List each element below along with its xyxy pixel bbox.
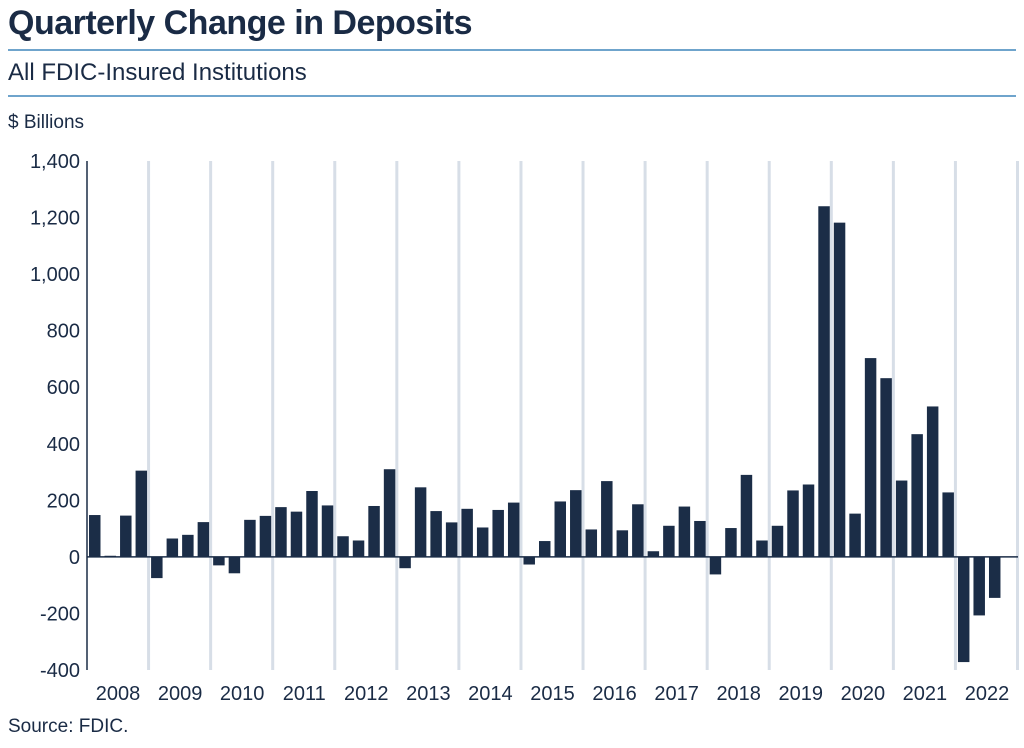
x-tick-label: 2011 <box>283 683 326 705</box>
y-axis-unit-label: $ Billions <box>8 112 85 133</box>
bar-2010Q4 <box>259 515 272 557</box>
bar-2012Q3 <box>368 505 380 557</box>
x-tick-label: 2012 <box>344 683 389 705</box>
bar-2010Q1 <box>213 556 225 566</box>
bar-2011Q4 <box>321 505 334 557</box>
bar-2015Q2 <box>539 541 551 557</box>
y-tick-labels: -400 -200 0 200 400 600 800 1,000 1,200 1,400 <box>30 151 80 682</box>
bar-2016Q3 <box>616 530 629 557</box>
bar-2017Q3 <box>678 506 691 557</box>
x-tick-label: 2022 <box>965 683 1010 705</box>
bar-2019Q4 <box>818 206 830 557</box>
year-gridlines <box>147 161 1019 670</box>
bar-2017Q2 <box>663 525 675 557</box>
bar-2020Q2 <box>849 513 861 557</box>
bar-2009Q3 <box>182 534 194 557</box>
bar-series <box>89 206 1001 663</box>
y-tick-label: -400 <box>40 660 80 682</box>
bar-2022Q1 <box>957 556 970 663</box>
y-tick-label: 200 <box>47 490 80 512</box>
bar-2011Q1 <box>275 507 287 557</box>
bar-2012Q1 <box>337 536 349 557</box>
bar-2018Q4 <box>756 540 768 557</box>
bar-2015Q1 <box>523 556 535 565</box>
bar-2008Q1 <box>89 515 101 557</box>
bar-2009Q1 <box>151 556 163 579</box>
x-tick-label: 2015 <box>530 683 575 705</box>
bar-2010Q3 <box>244 519 256 557</box>
y-tick-label: 1,400 <box>30 151 80 173</box>
bar-2011Q3 <box>306 491 318 557</box>
bar-2015Q3 <box>554 501 566 557</box>
bar-2020Q3 <box>864 358 877 557</box>
x-tick-label: 2017 <box>654 683 699 705</box>
x-tick-labels: 2008 2009 2010 2011 2012 2013 2014 2015 2016 2017… <box>96 683 1009 705</box>
x-tick-label: 2018 <box>716 683 761 705</box>
bar-2009Q2 <box>166 538 179 557</box>
bar-2021Q2 <box>911 434 923 557</box>
y-tick-label: 1,200 <box>30 208 80 230</box>
x-tick-label: 2009 <box>158 683 203 705</box>
bar-2018Q2 <box>725 528 737 557</box>
y-tick-label: 600 <box>47 377 80 399</box>
y-tick-label: 400 <box>47 434 80 456</box>
bar-2018Q3 <box>740 474 753 557</box>
y-tick-label: 0 <box>69 547 80 569</box>
bar-2013Q4 <box>445 522 458 557</box>
subtitle-rule <box>8 95 1016 97</box>
bar-2012Q4 <box>383 469 396 557</box>
bar-2011Q2 <box>290 511 303 557</box>
bar-2022Q3 <box>988 556 1001 598</box>
bar-2016Q1 <box>585 529 598 557</box>
bar-2013Q2 <box>414 487 427 557</box>
bar-2017Q4 <box>694 520 706 557</box>
x-tick-label: 2010 <box>220 683 265 705</box>
bar-2010Q2 <box>228 556 241 574</box>
bar-2014Q2 <box>476 527 489 557</box>
bar-2020Q4 <box>880 378 892 557</box>
bar-2018Q1 <box>709 556 722 575</box>
bar-2019Q2 <box>787 490 799 557</box>
x-tick-label: 2020 <box>841 683 886 705</box>
x-tick-label: 2014 <box>468 683 513 705</box>
bar-2016Q4 <box>632 504 644 557</box>
bar-2017Q1 <box>647 551 660 557</box>
bar-2021Q4 <box>942 492 954 557</box>
title-rule <box>8 49 1016 51</box>
bar-2019Q3 <box>802 484 815 557</box>
source-note: Source: FDIC. <box>8 716 129 737</box>
bar-2020Q1 <box>833 222 846 557</box>
y-tick-label: -200 <box>40 603 80 625</box>
chart-subtitle: All FDIC-Insured Institutions <box>8 59 307 86</box>
x-tick-label: 2016 <box>592 683 637 705</box>
bar-2021Q3 <box>926 406 939 557</box>
bar-2021Q1 <box>895 480 908 557</box>
x-tick-label: 2013 <box>406 683 451 705</box>
bar-2013Q3 <box>430 511 442 557</box>
x-tick-label: 2008 <box>96 683 141 705</box>
bar-2014Q1 <box>461 508 473 557</box>
bar-2008Q3 <box>120 515 132 557</box>
bar-2019Q1 <box>771 525 784 557</box>
bar-2013Q1 <box>399 556 411 569</box>
x-tick-label: 2021 <box>903 683 948 705</box>
bar-2016Q2 <box>601 481 613 557</box>
bar-2009Q4 <box>197 522 210 557</box>
bar-2008Q4 <box>135 470 148 557</box>
bar-2014Q4 <box>507 502 520 557</box>
y-tick-label: 800 <box>47 321 80 343</box>
x-tick-label: 2019 <box>779 683 824 705</box>
chart-title: Quarterly Change in Deposits <box>8 4 473 42</box>
bar-2014Q3 <box>492 509 504 557</box>
bar-2022Q2 <box>973 556 985 616</box>
y-tick-label: 1,000 <box>30 264 80 286</box>
axes <box>86 161 1018 670</box>
bar-2012Q2 <box>352 540 365 557</box>
bar-2015Q4 <box>570 490 582 557</box>
